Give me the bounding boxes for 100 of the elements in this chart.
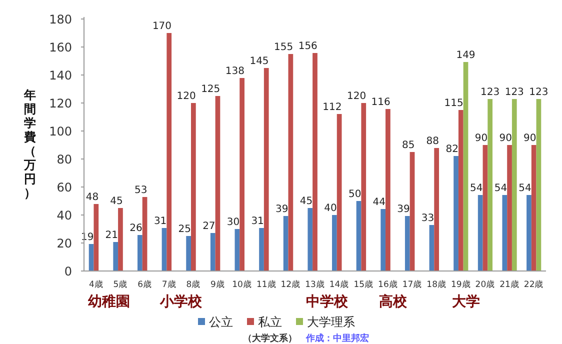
- data-label: 25: [178, 224, 191, 235]
- data-label: 44: [372, 197, 386, 208]
- data-label: 138: [225, 66, 244, 77]
- data-label: 39: [276, 204, 288, 215]
- data-label: 45: [300, 196, 313, 207]
- y-tick-label: 0: [64, 264, 72, 278]
- bar: [512, 99, 517, 271]
- data-label: 48: [86, 192, 99, 203]
- text: 幼稚園: [87, 294, 130, 310]
- bar: [458, 110, 464, 271]
- bar: [88, 244, 94, 271]
- data-label: 40: [324, 203, 337, 214]
- x-tick-label: 5歳: [113, 279, 128, 290]
- data-label: 53: [134, 185, 148, 196]
- bar: [380, 209, 386, 271]
- x-tick-label: 10歳: [232, 279, 252, 290]
- data-label: 120: [176, 91, 196, 102]
- bar: [463, 62, 468, 271]
- bar: [336, 114, 342, 271]
- y-tick-label: 140: [49, 68, 72, 82]
- bar: [536, 99, 542, 271]
- bar: [234, 229, 240, 271]
- data-label: 39: [397, 204, 410, 215]
- data-label: 54: [470, 183, 483, 194]
- data-label: 90: [499, 133, 512, 144]
- bar: [264, 68, 269, 271]
- bar: [240, 78, 244, 271]
- x-tick-label: 11歳: [256, 279, 276, 290]
- bar: [166, 33, 172, 271]
- x-tick-label: 13歳: [305, 279, 325, 290]
- x-tick-label: 22歳: [524, 279, 544, 290]
- bar: [478, 195, 483, 271]
- data-label: 26: [130, 223, 142, 234]
- bar: [118, 208, 123, 271]
- y-tick-label: 80: [56, 152, 72, 166]
- bar: [259, 228, 264, 271]
- x-tick-label: 6歳: [138, 279, 152, 290]
- data-label: 82: [446, 144, 458, 155]
- bar: [215, 96, 220, 271]
- y-axis-title: 年間学費（万円）: [23, 88, 36, 200]
- bar: [312, 53, 318, 271]
- bar: [482, 145, 488, 271]
- data-label: 123: [529, 87, 548, 98]
- data-label: 31: [154, 216, 167, 227]
- legend-label: 私立: [258, 315, 282, 329]
- bar: [429, 225, 434, 271]
- bar: [410, 152, 415, 271]
- bar: [190, 103, 196, 271]
- legend-label: 公立: [209, 315, 233, 329]
- bar: [94, 204, 99, 271]
- x-tick-label: 15歳: [354, 279, 374, 290]
- x-tick-label: 17歳: [402, 279, 422, 290]
- bar: [404, 216, 410, 271]
- bar: [137, 235, 142, 271]
- text: 高校: [379, 293, 408, 310]
- data-label: 88: [426, 136, 440, 147]
- x-tick-label: 20歳: [475, 279, 496, 290]
- data-label: 50: [348, 189, 362, 200]
- x-tick-label: 21歳: [500, 279, 520, 290]
- x-tick-label: 19歳: [450, 279, 471, 290]
- x-tick-label: 8歳: [186, 279, 201, 290]
- bar: [308, 208, 313, 271]
- data-label: 30: [226, 217, 240, 228]
- legend-label: 大学理系: [307, 315, 355, 329]
- bar: [434, 148, 440, 271]
- data-label: 115: [444, 98, 464, 109]
- x-tick-label: 18歳: [426, 279, 446, 290]
- data-label: 21: [105, 230, 118, 241]
- bar: [488, 99, 493, 271]
- data-label: 170: [152, 21, 172, 32]
- y-tick-label: 160: [49, 40, 72, 54]
- y-tick-label: 20: [56, 236, 72, 250]
- y-tick-label: 40: [56, 208, 72, 222]
- x-tick-label: 12歳: [280, 279, 301, 290]
- data-label: 112: [322, 102, 342, 113]
- data-label: 149: [456, 50, 476, 61]
- data-label: 54: [518, 183, 532, 194]
- data-label: 54: [494, 183, 508, 194]
- bar: [113, 242, 118, 271]
- bar: [332, 215, 337, 271]
- x-tick-label: 9歳: [210, 279, 225, 290]
- bar: [386, 109, 390, 271]
- x-tick-label: 14歳: [329, 279, 350, 290]
- bar: [283, 216, 288, 271]
- bar: [454, 156, 458, 271]
- data-label: 33: [421, 213, 434, 224]
- bar: [288, 54, 294, 271]
- y-tick-label: 180: [49, 12, 72, 26]
- bar: [502, 195, 508, 271]
- bar: [507, 145, 512, 271]
- bar: [142, 197, 148, 271]
- bar: [356, 201, 362, 271]
- data-label: 90: [524, 133, 536, 144]
- data-label: 123: [480, 87, 500, 98]
- data-label: 155: [274, 42, 294, 53]
- bar: [531, 145, 536, 271]
- bar: [526, 195, 532, 271]
- text: 作成：中里邦宏: [305, 333, 369, 344]
- y-tick-label: 100: [49, 124, 72, 138]
- y-tick-label: 60: [56, 180, 72, 194]
